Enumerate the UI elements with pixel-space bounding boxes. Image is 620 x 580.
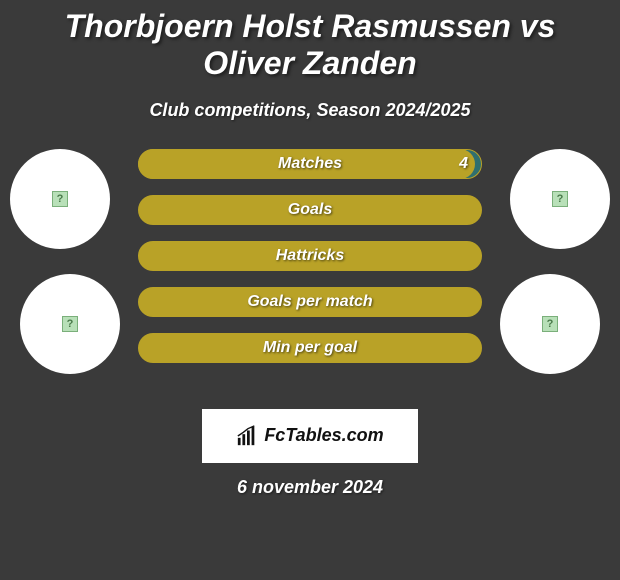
page-title: Thorbjoern Holst Rasmussen vs Oliver Zan… <box>0 0 620 82</box>
stat-bar-row: Hattricks <box>138 241 482 271</box>
avatar-right-top: ? <box>510 149 610 249</box>
stat-bar-row: Goals per match <box>138 287 482 317</box>
chart-icon <box>236 425 258 447</box>
placeholder-icon: ? <box>552 191 568 207</box>
source-badge: FcTables.com <box>202 409 418 463</box>
stat-bar-row: Min per goal <box>138 333 482 363</box>
avatar-left-bottom: ? <box>20 274 120 374</box>
date-label: 6 november 2024 <box>0 477 620 498</box>
placeholder-icon: ? <box>52 191 68 207</box>
bar-label: Goals per match <box>138 287 482 317</box>
avatar-right-bottom: ? <box>500 274 600 374</box>
avatar-left-top: ? <box>10 149 110 249</box>
bar-label: Hattricks <box>138 241 482 271</box>
subtitle: Club competitions, Season 2024/2025 <box>0 100 620 121</box>
badge-text: FcTables.com <box>264 425 383 446</box>
stat-bar-row: Matches4 <box>138 149 482 179</box>
placeholder-icon: ? <box>542 316 558 332</box>
stat-bar-row: Goals <box>138 195 482 225</box>
bar-value-right: 4 <box>459 149 468 179</box>
bar-label: Matches <box>138 149 482 179</box>
comparison-main: ? ? ? ? Matches4 Goals Hattricks Goals per … <box>0 149 620 409</box>
placeholder-icon: ? <box>62 316 78 332</box>
bar-label: Goals <box>138 195 482 225</box>
stat-bars: Matches4 Goals Hattricks Goals per match Min… <box>138 149 482 379</box>
bar-label: Min per goal <box>138 333 482 363</box>
